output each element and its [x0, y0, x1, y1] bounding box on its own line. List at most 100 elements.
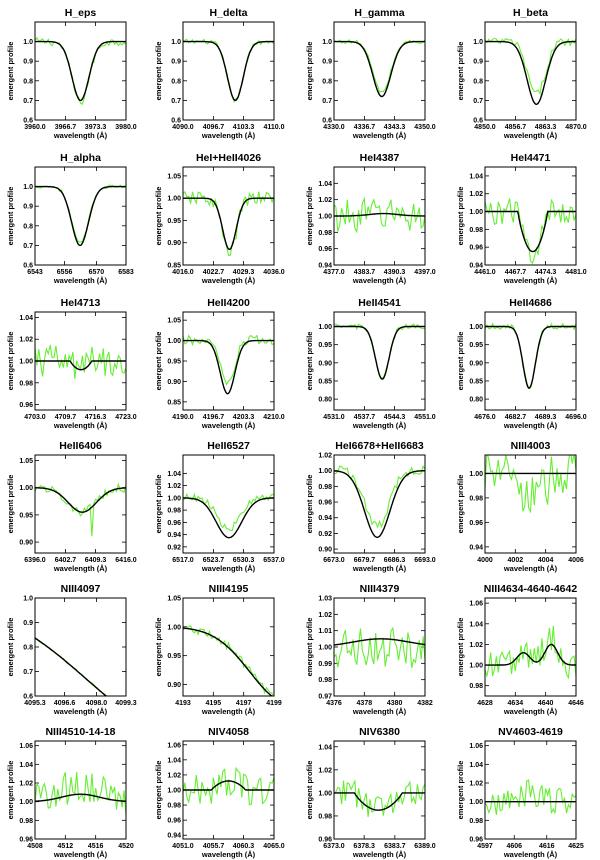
y-tick-label: 0.95 [469, 342, 483, 349]
x-tick-label: 6556 [57, 269, 73, 276]
x-tick-label: 4646 [568, 700, 584, 707]
x-tick-label: 4703.0 [24, 414, 46, 421]
line-profile-panel: HeI4471 4461.0 4467.7 4474.3 4481.0 0.94 0.96 0… [456, 152, 587, 285]
line-profile-panel: HeII4541 4531.0 4537.7 4544.3 4551.0 0.80 0.85… [305, 297, 436, 430]
x-tick-label: 4597 [477, 843, 493, 850]
y-axis-label: emergent profile [305, 475, 314, 534]
line-profile-panel: NIII4379 4376 4378 4380 4382 0.97 0.98 0.99 1.00… [305, 583, 433, 716]
x-axis-label: wavelength (Å) [53, 564, 108, 573]
x-tick-label: 4689.3 [535, 414, 557, 421]
y-tick-label: 0.90 [318, 547, 332, 554]
x-tick-label: 4022.7 [203, 269, 225, 276]
x-tick-label: 4350.0 [414, 124, 436, 131]
y-tick-label: 0.90 [19, 540, 33, 547]
y-axis-label: emergent profile [305, 618, 314, 677]
panel-title: NIII4195 [209, 583, 249, 595]
y-tick-label: 0.94 [469, 544, 483, 551]
y-tick-label: 0.96 [167, 520, 181, 527]
plot-frame [182, 597, 275, 697]
x-axis-label: wavelength (Å) [201, 276, 256, 285]
plot-frame [34, 166, 127, 266]
observed-spectrum-line [485, 37, 576, 96]
observed-spectrum-line [35, 344, 126, 380]
x-axis-label: wavelength (Å) [352, 564, 407, 573]
x-tick-label: 4709.7 [55, 414, 77, 421]
x-tick-label: 4628 [477, 700, 493, 707]
y-tick-label: 0.8 [171, 78, 181, 85]
y-tick-label: 1.00 [318, 468, 332, 475]
panel-title: HeII6406 [59, 440, 102, 452]
model-profile-line [485, 40, 576, 106]
y-tick-label: 1.00 [469, 471, 483, 478]
y-axis-label: emergent profile [305, 761, 314, 820]
y-tick-label: 0.6 [23, 263, 33, 270]
y-tick-label: 0.90 [469, 360, 483, 367]
y-tick-label: 0.98 [469, 818, 483, 825]
x-axis-label: wavelength (Å) [201, 707, 256, 716]
plot-frame [182, 740, 275, 840]
plot-frame [34, 21, 127, 121]
x-tick-label: 4197 [236, 700, 252, 707]
y-tick-label: 1.04 [318, 744, 332, 751]
observed-spectrum-line [485, 779, 576, 815]
x-tick-label: 4863.3 [535, 124, 557, 131]
y-tick-label: 0.9 [171, 59, 181, 66]
x-tick-label: 6517.0 [172, 557, 194, 564]
x-tick-label: 6583 [118, 269, 134, 276]
panel-title: NIII4003 [511, 440, 551, 452]
y-tick-label: 0.7 [171, 98, 181, 105]
y-tick-label: 1.06 [469, 601, 483, 608]
x-axis-label: wavelength (Å) [53, 131, 108, 140]
observed-spectrum-line [334, 626, 425, 669]
x-tick-label: 4336.7 [354, 124, 376, 131]
y-axis-label: emergent profile [6, 332, 15, 391]
x-tick-label: 4002 [508, 557, 524, 564]
y-tick-label: 0.7 [23, 669, 33, 676]
line-profile-panel: NIV4058 4051.0 4055.7 4060.3 4065.0 0.94 0.96 0… [154, 726, 285, 859]
y-tick-label: 1.00 [318, 214, 332, 221]
plot-frame [333, 454, 426, 554]
y-axis-label: emergent profile [154, 42, 163, 101]
line-profile-panel: HeII4686 4676.0 4682.7 4689.3 4696.0 0.80 0.85… [456, 297, 587, 430]
y-tick-label: 1.02 [469, 781, 483, 788]
y-tick-label: 1.00 [469, 663, 483, 670]
y-tick-label: 1.00 [167, 338, 181, 345]
panel-title: HeII4541 [358, 297, 401, 309]
x-tick-label: 4382 [417, 700, 433, 707]
y-tick-label: 1.00 [469, 209, 483, 216]
plot-frame [34, 740, 127, 840]
x-tick-label: 6570 [89, 269, 105, 276]
y-tick-label: 0.98 [318, 813, 332, 820]
x-tick-label: 3980.0 [115, 124, 137, 131]
y-tick-label: 1.06 [19, 743, 33, 750]
y-axis-label: emergent profile [456, 332, 465, 391]
x-tick-label: 4330.0 [323, 124, 345, 131]
y-tick-label: 0.90 [167, 240, 181, 247]
x-axis-label: wavelength (Å) [352, 707, 407, 716]
y-axis-label: emergent profile [456, 618, 465, 677]
y-tick-label: 1.02 [318, 197, 332, 204]
observed-spectrum-line [334, 196, 425, 234]
y-tick-label: 1.00 [469, 324, 483, 331]
line-profile-panel: H_eps 3960.0 3966.7 3973.3 3980.0 0.6 0.7 0.8 0.… [6, 7, 137, 140]
y-tick-label: 1.00 [167, 624, 181, 631]
y-tick-label: 0.94 [167, 833, 181, 840]
x-tick-label: 4000 [477, 557, 493, 564]
x-axis-label: wavelength (Å) [352, 850, 407, 859]
panel-title: NIV6380 [359, 726, 400, 738]
x-tick-label: 4516 [88, 843, 104, 850]
y-tick-label: 1.00 [167, 788, 181, 795]
y-tick-label: 0.99 [318, 661, 332, 668]
plot-frame [484, 740, 577, 840]
y-tick-label: 1.0 [171, 39, 181, 46]
x-tick-label: 4377.0 [323, 269, 345, 276]
line-profile-panel: NIII4634-4640-4642 4628 4634 4640 4646 0.98 1.… [456, 583, 584, 716]
x-tick-label: 6693.0 [414, 557, 436, 564]
y-tick-label: 0.95 [167, 218, 181, 225]
panel-title: H_beta [513, 7, 548, 19]
y-tick-label: 0.9 [23, 620, 33, 627]
y-tick-label: 0.6 [23, 118, 33, 125]
x-tick-label: 3973.3 [85, 124, 107, 131]
panel-title: HeII4200 [207, 297, 250, 309]
x-tick-label: 4676.0 [474, 414, 496, 421]
